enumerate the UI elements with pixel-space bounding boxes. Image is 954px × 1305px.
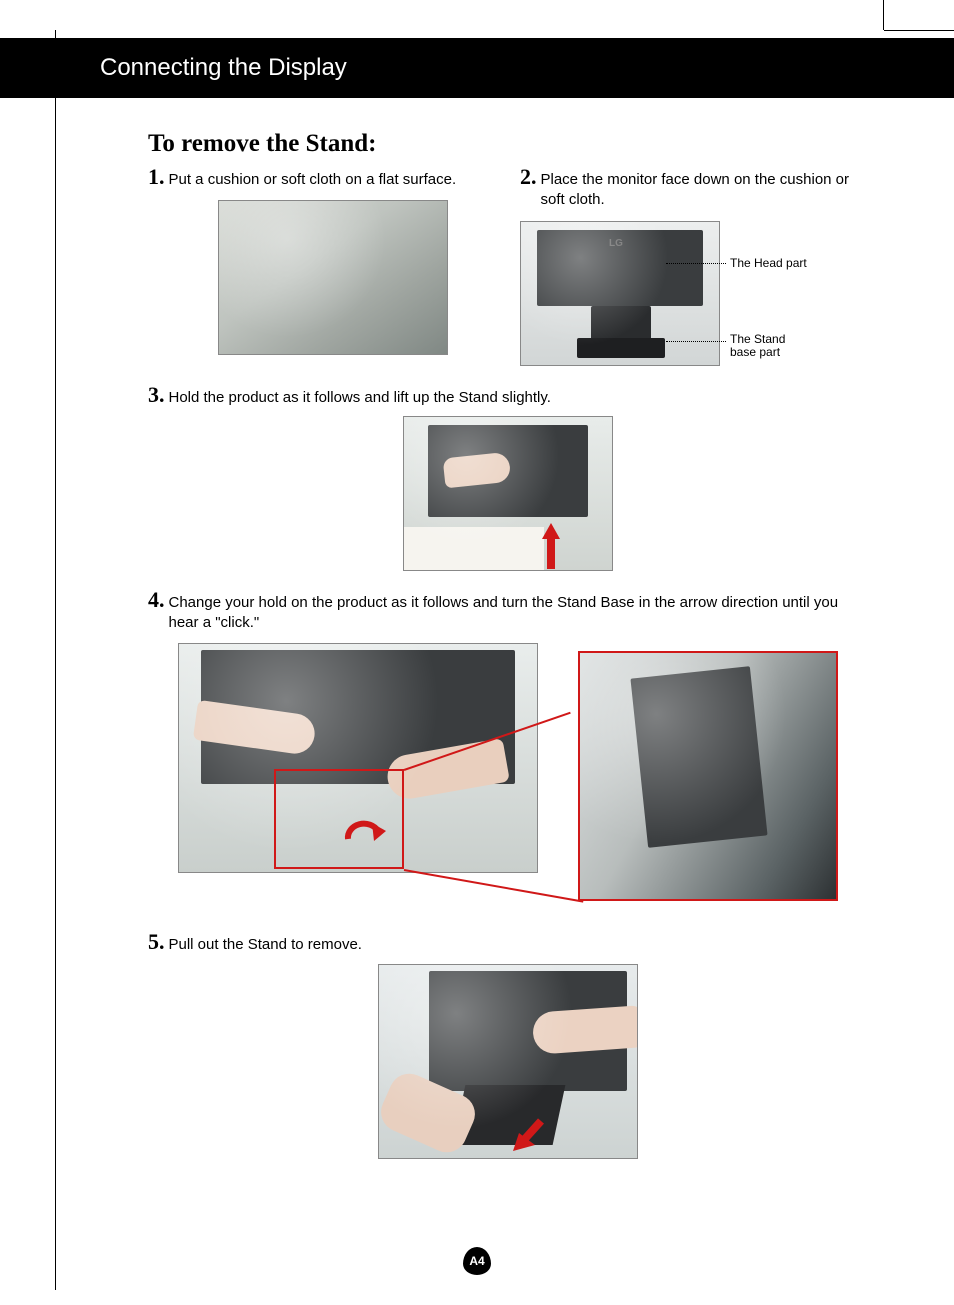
red-pull-arrow-icon [511, 1115, 551, 1155]
red-highlight-box-detail [578, 651, 838, 901]
callout-head-part: The Head part [730, 257, 807, 271]
red-up-arrow-icon [542, 523, 560, 539]
crop-mark-horizontal [884, 30, 954, 31]
step-5-photo [378, 964, 638, 1159]
lg-logo-text: LG [609, 238, 623, 249]
step-3-photo [403, 416, 613, 571]
red-rotate-arrow-icon [342, 815, 386, 849]
step-4-number: 4. [148, 589, 165, 634]
step-4: 4. Change your hold on the product as it… [148, 589, 868, 634]
left-hand-shape [193, 700, 317, 756]
cloth-shape [404, 527, 544, 571]
step-4-block: 4. Change your hold on the product as it… [148, 589, 868, 914]
monitor-head-shape [537, 230, 703, 306]
step-4-text: Change your hold on the product as it fo… [169, 589, 869, 634]
step-2-text: Place the monitor face down on the cushi… [541, 166, 869, 211]
page-content: To remove the Stand: 1. Put a cushion or… [148, 130, 868, 1159]
step-1-number: 1. [148, 166, 165, 190]
step-1: 1. Put a cushion or soft cloth on a flat… [148, 166, 496, 190]
step-2: 2. Place the monitor face down on the cu… [520, 166, 868, 211]
stand-shape [453, 1085, 566, 1145]
step-5-block: 5. Pull out the Stand to remove. [148, 931, 868, 1158]
hand-shape [443, 451, 512, 488]
step-5: 5. Pull out the Stand to remove. [148, 931, 868, 955]
step-3-number: 3. [148, 384, 165, 408]
monitor-shape [428, 425, 588, 517]
red-connector-line-bottom [404, 869, 584, 903]
monitor-shape [201, 650, 515, 784]
callout-leader-base [666, 341, 726, 342]
left-margin-rule [55, 30, 56, 1290]
left-arm-shape [378, 1067, 481, 1158]
step-3-text: Hold the product as it follows and lift … [169, 384, 551, 408]
page-number-badge: A4 [463, 1247, 491, 1275]
step-2-figure: LG The Head part The Stand base part [520, 221, 860, 366]
page-header-title: Connecting the Display [100, 54, 347, 82]
step-2-column: 2. Place the monitor face down on the cu… [520, 166, 868, 366]
callout-stand-base: The Stand base part [730, 333, 810, 361]
step-1-column: 1. Put a cushion or soft cloth on a flat… [148, 166, 496, 366]
step-1-text: Put a cushion or soft cloth on a flat su… [169, 166, 457, 190]
steps-1-2-row: 1. Put a cushion or soft cloth on a flat… [148, 166, 868, 366]
step-3: 3. Hold the product as it follows and li… [148, 384, 868, 408]
page-header: Connecting the Display [0, 38, 954, 98]
monitor-neck-shape [591, 306, 651, 340]
step-2-photo: LG [520, 221, 720, 366]
monitor-shape [429, 971, 627, 1091]
step-2-number: 2. [520, 166, 537, 211]
right-hand-shape [532, 1005, 638, 1055]
monitor-base-shape [577, 338, 665, 358]
callout-leader-head [666, 263, 726, 264]
step-3-block: 3. Hold the product as it follows and li… [148, 384, 868, 571]
step-5-text: Pull out the Stand to remove. [169, 931, 362, 955]
step-4-figure [178, 643, 838, 913]
step-5-number: 5. [148, 931, 165, 955]
crop-mark-vertical [883, 0, 884, 30]
step-1-photo [218, 200, 448, 355]
section-title: To remove the Stand: [148, 130, 868, 158]
